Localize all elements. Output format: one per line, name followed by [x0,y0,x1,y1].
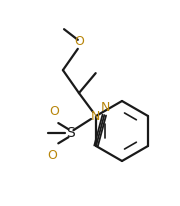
Text: N: N [90,110,100,123]
Text: O: O [47,149,57,162]
Text: S: S [66,126,75,140]
Text: O: O [49,105,59,118]
Text: O: O [74,35,84,48]
Text: N: N [101,101,110,114]
